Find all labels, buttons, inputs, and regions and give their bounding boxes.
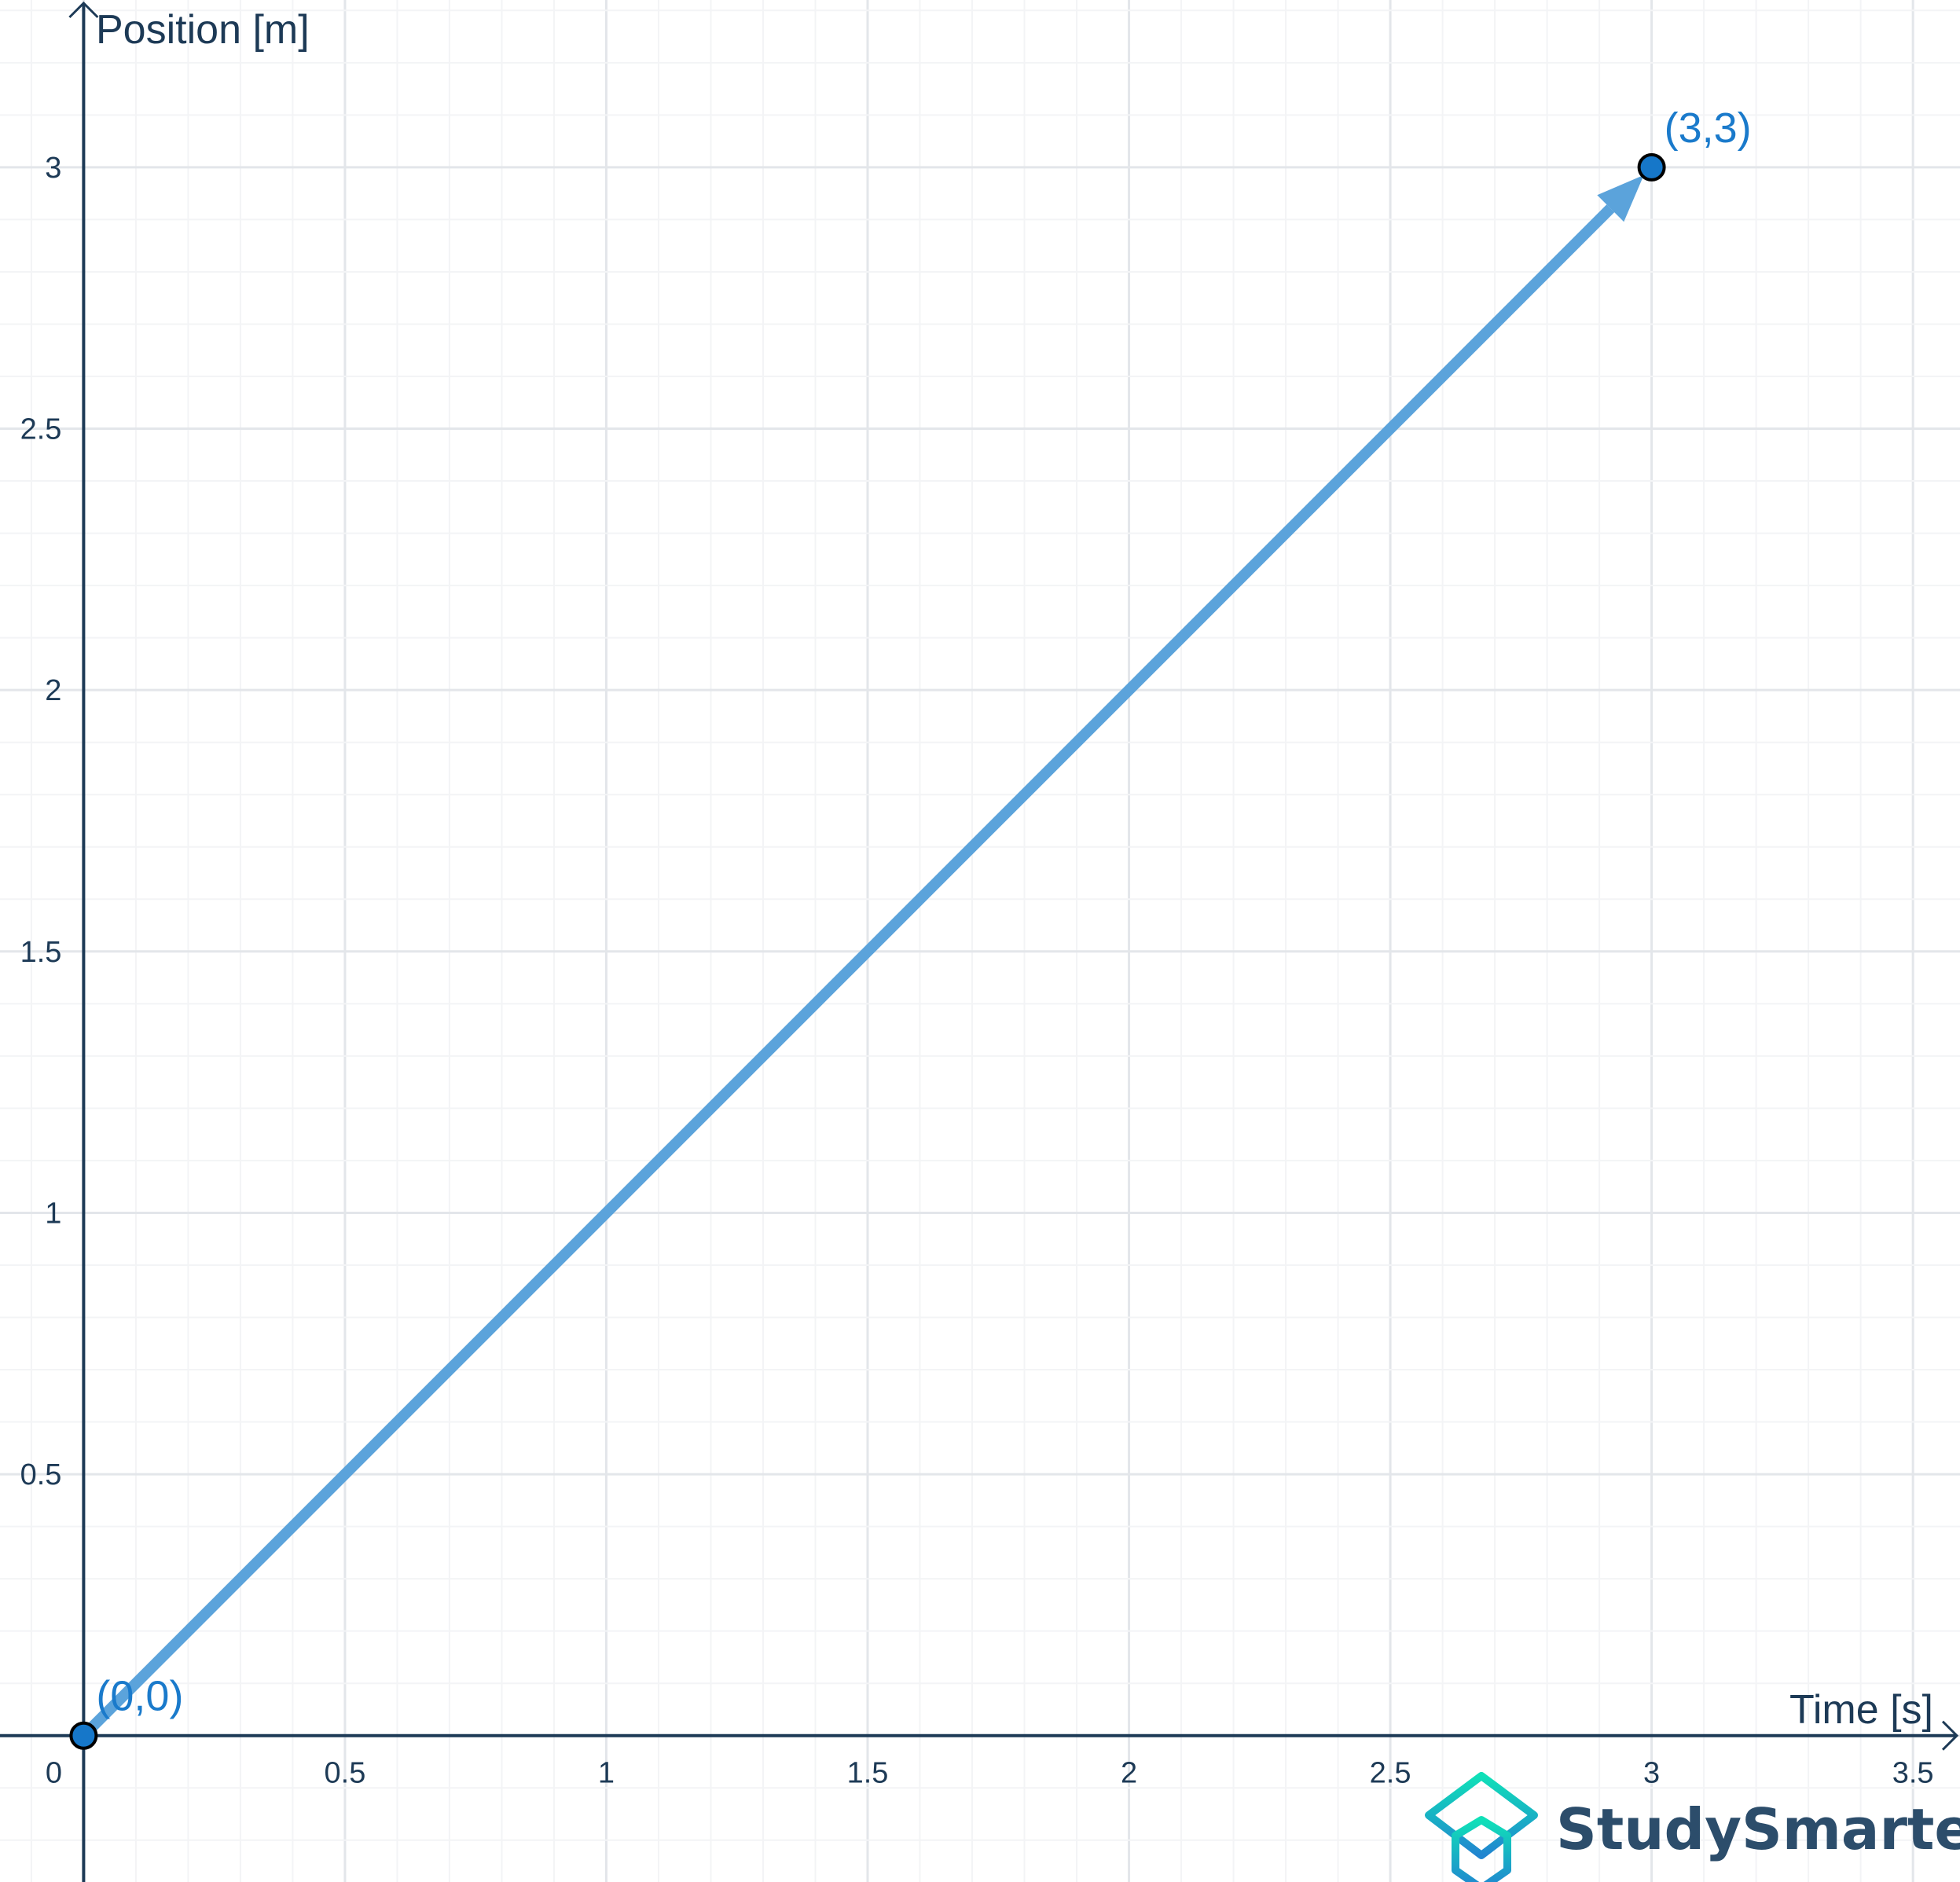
vector-line: [79, 204, 1615, 1740]
y-tick-label: 1: [45, 1197, 61, 1230]
x-tick-label: 3.5: [1892, 1757, 1934, 1790]
y-tick-label: 2: [45, 674, 61, 707]
x-tick-label: 0.5: [325, 1757, 366, 1790]
x-tick-label: 3: [1643, 1757, 1660, 1790]
studysmarter-logo: StudySmarter: [1425, 1772, 1960, 1882]
data-point: [69, 1721, 98, 1750]
marks: (0,0) (3,3): [69, 105, 1752, 1750]
vector-arrowhead: [1597, 174, 1644, 222]
y-tick-label: 1.5: [20, 936, 62, 969]
y-tick-label: 0.5: [20, 1458, 62, 1491]
logo-text: StudySmarter: [1556, 1796, 1960, 1862]
y-tick-label: 2.5: [20, 413, 62, 446]
y-tick-label: 3: [45, 152, 61, 185]
cube-icon: [1425, 1772, 1538, 1882]
tick-labels: 0 0.5 1 1.5 2 2.5 3 3.5 0.5 1 1.5 2 2.5 3: [20, 152, 1934, 1790]
x-tick-label: 2: [1121, 1757, 1137, 1790]
x-tick-label: 0: [46, 1757, 62, 1790]
x-axis-arrow-icon: [1941, 1720, 1959, 1751]
y-axis-label: Position [m]: [96, 7, 310, 53]
x-tick-label: 1: [598, 1757, 615, 1790]
point-label: (0,0): [96, 1673, 183, 1720]
x-tick-label: 1.5: [847, 1757, 889, 1790]
data-point: [1637, 152, 1666, 182]
point-label: (3,3): [1665, 105, 1752, 152]
x-tick-label: 2.5: [1370, 1757, 1411, 1790]
x-axis-label: Time [s]: [1789, 1687, 1933, 1733]
y-axis-arrow-icon: [68, 1, 99, 19]
